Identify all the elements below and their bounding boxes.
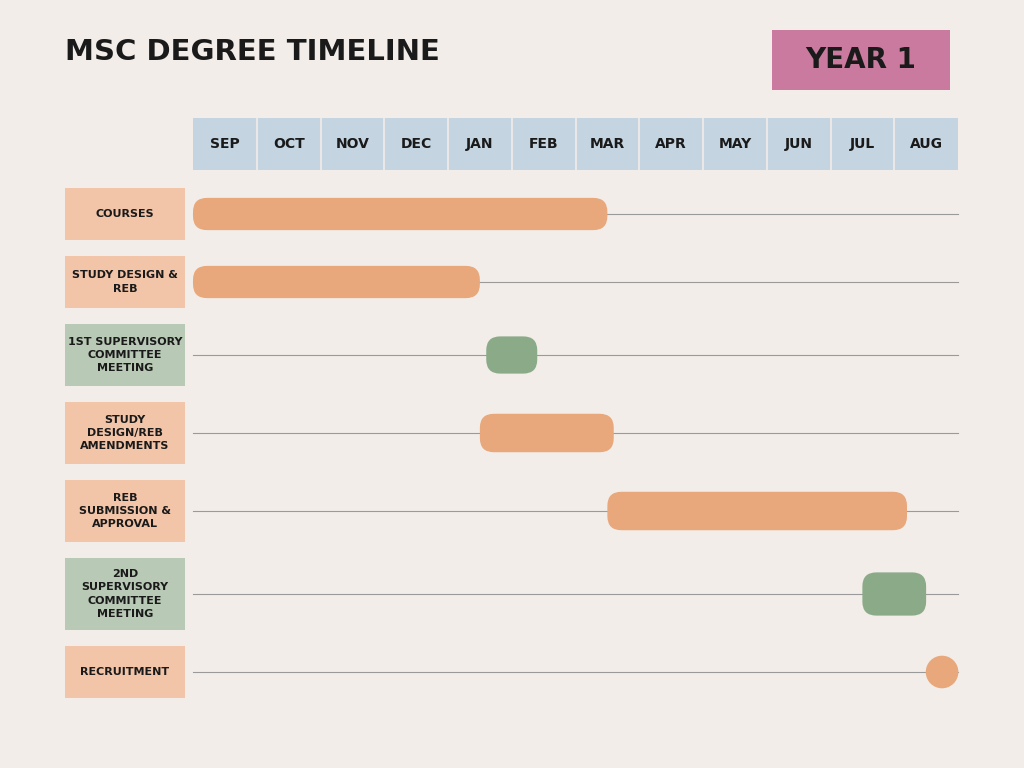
Text: JUN: JUN [784,137,813,151]
FancyBboxPatch shape [193,118,958,170]
Text: STUDY
DESIGN/REB
AMENDMENTS: STUDY DESIGN/REB AMENDMENTS [80,415,170,452]
Text: MSC DEGREE TIMELINE: MSC DEGREE TIMELINE [65,38,440,66]
Text: COURSES: COURSES [95,209,155,219]
Text: NOV: NOV [336,137,370,151]
Text: MAY: MAY [718,137,752,151]
Text: OCT: OCT [272,137,304,151]
Text: APR: APR [655,137,687,151]
FancyBboxPatch shape [65,402,185,464]
Text: AUG: AUG [909,137,943,151]
Text: REB
SUBMISSION &
APPROVAL: REB SUBMISSION & APPROVAL [79,493,171,529]
FancyBboxPatch shape [607,492,907,530]
FancyBboxPatch shape [480,414,613,452]
Circle shape [927,657,957,687]
FancyBboxPatch shape [65,324,185,386]
Text: JUL: JUL [850,137,874,151]
FancyBboxPatch shape [65,188,185,240]
FancyBboxPatch shape [486,336,538,373]
FancyBboxPatch shape [193,266,480,298]
Text: RECRUITMENT: RECRUITMENT [81,667,170,677]
FancyBboxPatch shape [772,30,950,90]
Text: MAR: MAR [590,137,625,151]
Text: 1ST SUPERVISORY
COMMITTEE
MEETING: 1ST SUPERVISORY COMMITTEE MEETING [68,337,182,373]
Text: JAN: JAN [466,137,494,151]
FancyBboxPatch shape [193,198,607,230]
Text: SEP: SEP [210,137,240,151]
Text: DEC: DEC [400,137,432,151]
FancyBboxPatch shape [65,480,185,542]
Text: STUDY DESIGN &
REB: STUDY DESIGN & REB [72,270,178,293]
Text: YEAR 1: YEAR 1 [806,46,916,74]
FancyBboxPatch shape [65,256,185,308]
FancyBboxPatch shape [65,646,185,698]
FancyBboxPatch shape [862,572,926,616]
Text: FEB: FEB [528,137,558,151]
FancyBboxPatch shape [65,558,185,630]
Text: 2ND
SUPERVISORY
COMMITTEE
MEETING: 2ND SUPERVISORY COMMITTEE MEETING [82,569,169,619]
